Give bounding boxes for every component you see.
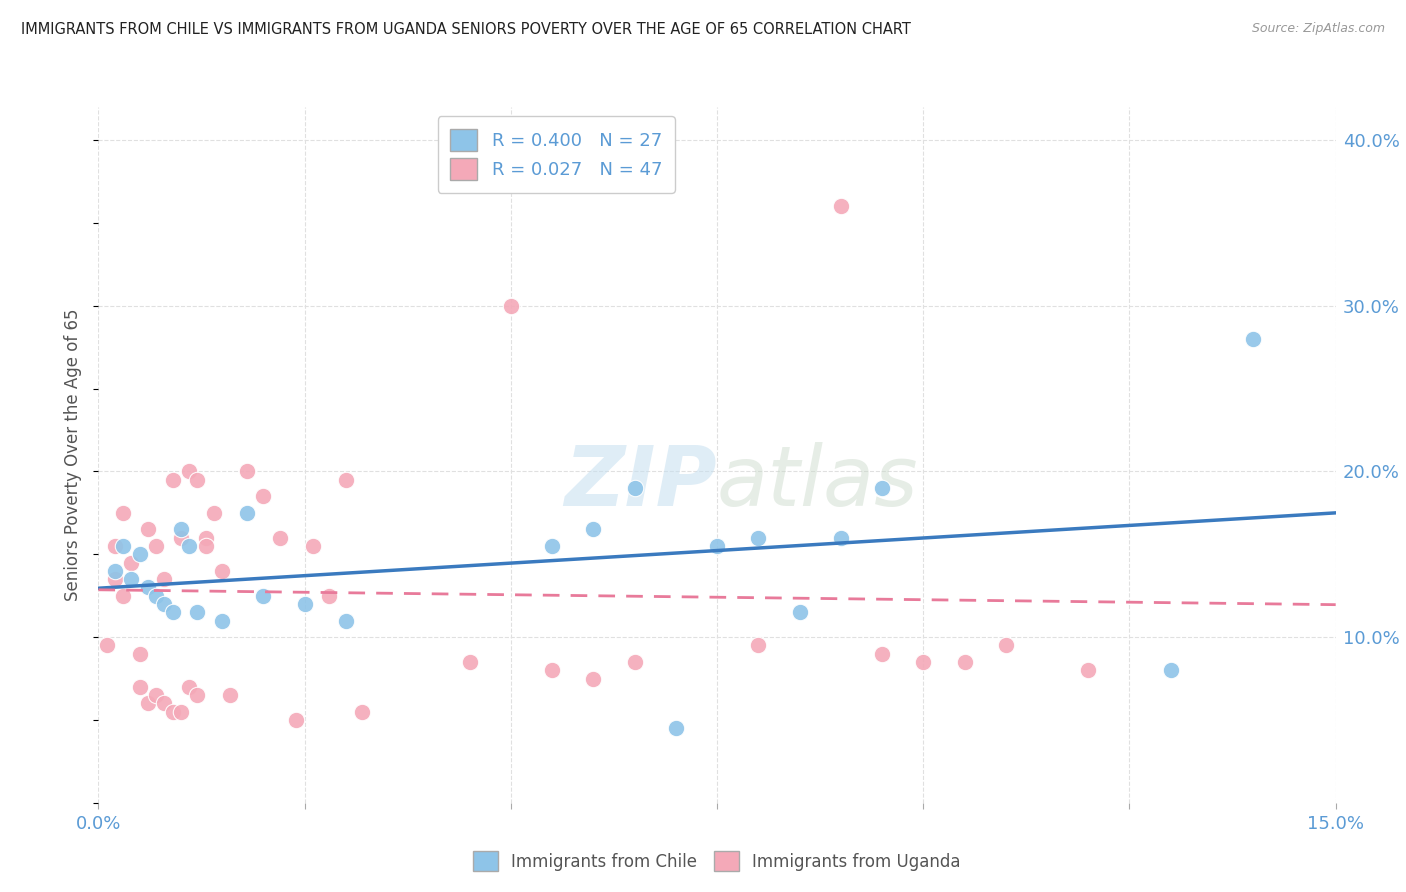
Point bbox=[219, 688, 242, 702]
Point bbox=[128, 647, 150, 661]
Point bbox=[623, 481, 645, 495]
Text: ZIP: ZIP bbox=[564, 442, 717, 524]
Point bbox=[623, 655, 645, 669]
Point bbox=[153, 572, 176, 586]
Point bbox=[294, 597, 316, 611]
Point bbox=[153, 697, 176, 711]
Point bbox=[285, 713, 308, 727]
Point bbox=[211, 614, 233, 628]
Point bbox=[953, 655, 976, 669]
Point bbox=[236, 506, 259, 520]
Point bbox=[179, 539, 201, 553]
Point bbox=[170, 705, 193, 719]
Point bbox=[136, 697, 159, 711]
Point bbox=[541, 539, 564, 553]
Point bbox=[162, 473, 184, 487]
Point bbox=[186, 605, 208, 619]
Point bbox=[302, 539, 325, 553]
Point bbox=[318, 589, 340, 603]
Point bbox=[145, 688, 167, 702]
Point bbox=[162, 705, 184, 719]
Point bbox=[104, 564, 127, 578]
Point bbox=[269, 531, 291, 545]
Point bbox=[104, 539, 127, 553]
Point bbox=[252, 589, 274, 603]
Point bbox=[706, 539, 728, 553]
Point bbox=[128, 547, 150, 561]
Point bbox=[145, 539, 167, 553]
Point bbox=[352, 705, 374, 719]
Point bbox=[112, 506, 135, 520]
Point bbox=[747, 531, 769, 545]
Point bbox=[104, 572, 127, 586]
Point bbox=[162, 605, 184, 619]
Point bbox=[335, 473, 357, 487]
Point bbox=[1160, 663, 1182, 677]
Point bbox=[112, 539, 135, 553]
Point bbox=[1077, 663, 1099, 677]
Point bbox=[120, 556, 142, 570]
Text: IMMIGRANTS FROM CHILE VS IMMIGRANTS FROM UGANDA SENIORS POVERTY OVER THE AGE OF : IMMIGRANTS FROM CHILE VS IMMIGRANTS FROM… bbox=[21, 22, 911, 37]
Point bbox=[194, 539, 217, 553]
Point bbox=[194, 531, 217, 545]
Point bbox=[120, 572, 142, 586]
Point bbox=[202, 506, 225, 520]
Point bbox=[236, 465, 259, 479]
Point bbox=[136, 523, 159, 537]
Point bbox=[870, 481, 893, 495]
Point bbox=[458, 655, 481, 669]
Point bbox=[789, 605, 811, 619]
Point bbox=[179, 465, 201, 479]
Legend: Immigrants from Chile, Immigrants from Uganda: Immigrants from Chile, Immigrants from U… bbox=[467, 845, 967, 878]
Point bbox=[145, 589, 167, 603]
Point bbox=[994, 639, 1017, 653]
Point bbox=[335, 614, 357, 628]
Point bbox=[153, 597, 176, 611]
Point bbox=[179, 680, 201, 694]
Point bbox=[582, 672, 605, 686]
Point bbox=[186, 688, 208, 702]
Point bbox=[912, 655, 935, 669]
Point bbox=[830, 531, 852, 545]
Point bbox=[170, 523, 193, 537]
Text: Source: ZipAtlas.com: Source: ZipAtlas.com bbox=[1251, 22, 1385, 36]
Point bbox=[665, 721, 688, 735]
Point bbox=[186, 473, 208, 487]
Point bbox=[252, 489, 274, 503]
Point bbox=[136, 581, 159, 595]
Point bbox=[830, 199, 852, 213]
Point bbox=[1241, 332, 1264, 346]
Point bbox=[870, 647, 893, 661]
Point bbox=[499, 299, 522, 313]
Y-axis label: Seniors Poverty Over the Age of 65: Seniors Poverty Over the Age of 65 bbox=[65, 309, 83, 601]
Point bbox=[211, 564, 233, 578]
Point bbox=[112, 589, 135, 603]
Point bbox=[541, 663, 564, 677]
Point bbox=[128, 680, 150, 694]
Point bbox=[747, 639, 769, 653]
Point bbox=[96, 639, 118, 653]
Point bbox=[170, 531, 193, 545]
Text: atlas: atlas bbox=[717, 442, 918, 524]
Point bbox=[582, 523, 605, 537]
